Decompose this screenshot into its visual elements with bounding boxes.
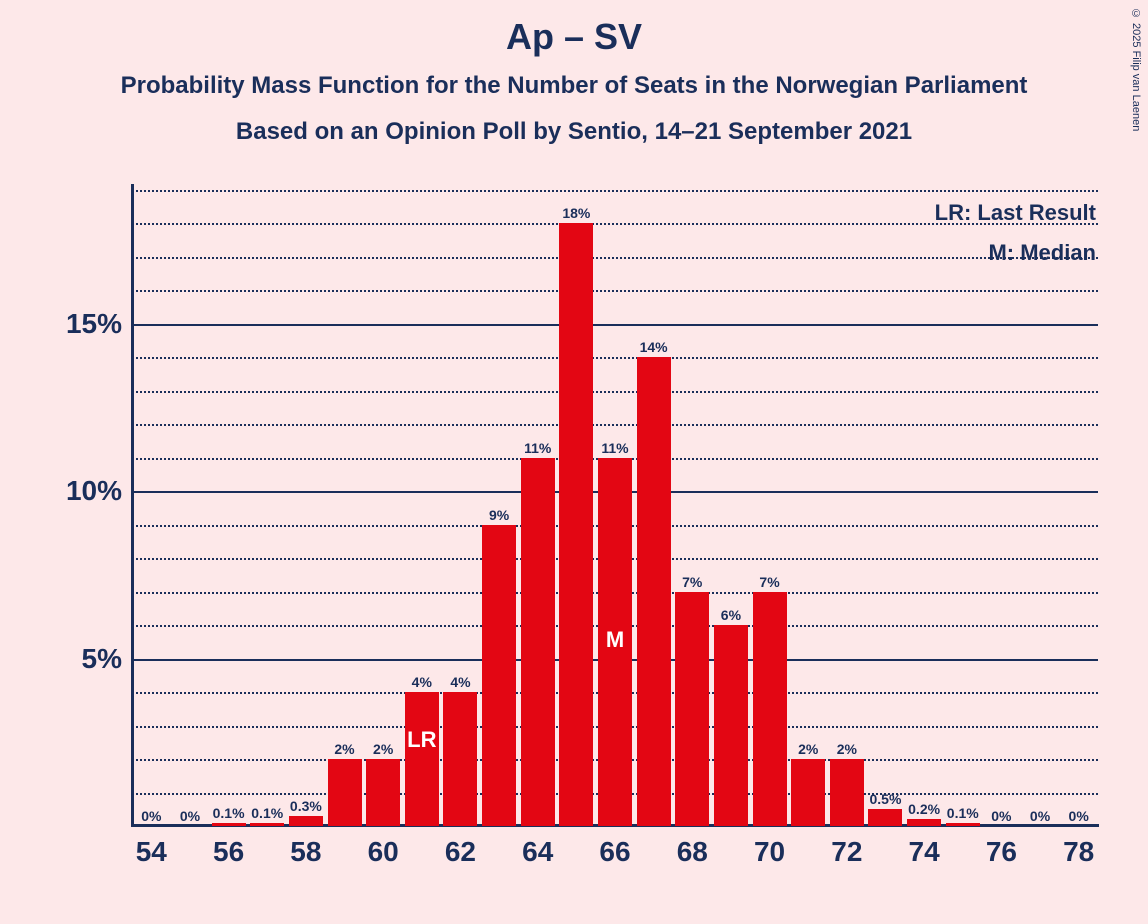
y-tick-label: 15%	[66, 308, 132, 340]
bar-value-label: 0.1%	[251, 805, 283, 823]
bar: 9%	[482, 525, 516, 826]
bar: 7%	[675, 592, 709, 826]
gridline-minor	[132, 424, 1098, 426]
bar: 2%	[791, 759, 825, 826]
y-tick-label: 5%	[82, 643, 132, 675]
gridline-minor	[132, 290, 1098, 292]
bar: 18%	[559, 223, 593, 826]
bar-value-label: 0%	[991, 808, 1011, 826]
x-tick-label: 76	[986, 826, 1017, 868]
bar-value-label: 4%	[450, 674, 470, 692]
bar-value-label: 4%	[412, 674, 432, 692]
x-tick-label: 68	[677, 826, 708, 868]
bar: 6%	[714, 625, 748, 826]
bar: 0.1%	[946, 823, 980, 826]
y-tick-label: 10%	[66, 475, 132, 507]
x-tick-label: 74	[909, 826, 940, 868]
x-tick-label: 54	[136, 826, 167, 868]
x-tick-label: 56	[213, 826, 244, 868]
bar: 0.3%	[289, 816, 323, 826]
bar-value-label: 0%	[1069, 808, 1089, 826]
gridline-minor	[132, 391, 1098, 393]
gridline-minor	[132, 190, 1098, 192]
x-tick-label: 60	[368, 826, 399, 868]
plot-area: 5%10%15%545658606264666870727476780%0%0.…	[132, 190, 1098, 826]
bar: 4%LR	[405, 692, 439, 826]
bar-value-label: 2%	[334, 741, 354, 759]
bar-value-label: 11%	[601, 440, 628, 458]
bar: 11%M	[598, 458, 632, 826]
bar: 2%	[830, 759, 864, 826]
bar: 0.1%	[212, 823, 246, 826]
bar: 2%	[366, 759, 400, 826]
bar-value-label: 9%	[489, 507, 509, 525]
bar-value-label: 0.2%	[908, 801, 940, 819]
bar: 0.2%	[907, 819, 941, 826]
bar: 14%	[637, 357, 671, 826]
bar-value-label: 2%	[373, 741, 393, 759]
gridline-minor	[132, 357, 1098, 359]
bar-value-label: 7%	[682, 574, 702, 592]
chart-subtitle-2: Based on an Opinion Poll by Sentio, 14–2…	[0, 118, 1148, 146]
bar: 4%	[443, 692, 477, 826]
bar-value-label: 14%	[640, 339, 668, 357]
x-tick-label: 78	[1063, 826, 1094, 868]
chart-title: Ap – SV	[0, 16, 1148, 58]
gridline-major	[132, 324, 1098, 326]
chart-canvas: © 2025 Filip van Laenen Ap – SV Probabil…	[0, 0, 1148, 924]
bar-value-label: 18%	[562, 205, 590, 223]
bar: 11%	[521, 458, 555, 826]
gridline-minor	[132, 257, 1098, 259]
x-tick-label: 66	[599, 826, 630, 868]
bar-value-label: 11%	[524, 440, 551, 458]
bar: 0.1%	[250, 823, 284, 826]
last-result-marker: LR	[407, 727, 436, 753]
bar: 2%	[328, 759, 362, 826]
gridline-minor	[132, 223, 1098, 225]
median-marker: M	[606, 627, 624, 653]
bar-value-label: 6%	[721, 607, 741, 625]
bar-value-label: 0%	[141, 808, 161, 826]
bar-value-label: 2%	[837, 741, 857, 759]
x-tick-label: 70	[754, 826, 785, 868]
bar-value-label: 0.5%	[870, 791, 902, 809]
bar-value-label: 0%	[1030, 808, 1050, 826]
bar: 0.5%	[868, 809, 902, 826]
bar-value-label: 0.3%	[290, 798, 322, 816]
x-tick-label: 58	[290, 826, 321, 868]
x-tick-label: 62	[445, 826, 476, 868]
bar-value-label: 7%	[759, 574, 779, 592]
bar-value-label: 0.1%	[947, 805, 979, 823]
bar-value-label: 2%	[798, 741, 818, 759]
x-tick-label: 72	[831, 826, 862, 868]
x-tick-label: 64	[522, 826, 553, 868]
chart-subtitle-1: Probability Mass Function for the Number…	[0, 72, 1148, 100]
bar: 7%	[753, 592, 787, 826]
bar-value-label: 0%	[180, 808, 200, 826]
bar-value-label: 0.1%	[213, 805, 245, 823]
